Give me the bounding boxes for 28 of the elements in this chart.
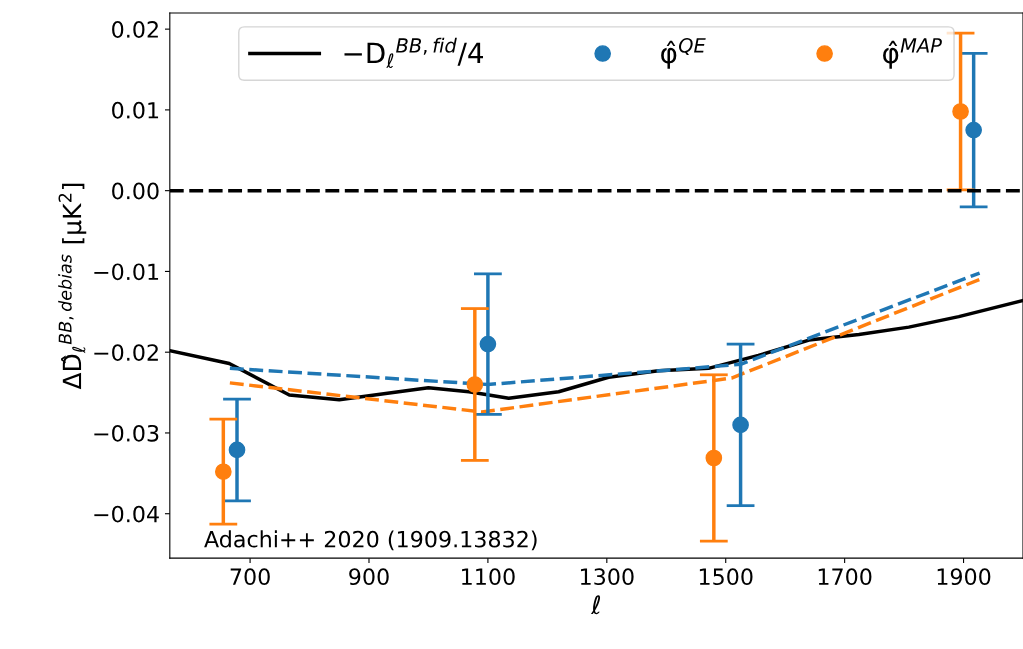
y-tick-label: 0.02 <box>112 21 158 38</box>
x-tick-label: 1500 <box>699 568 753 586</box>
annotation: Adachi++ 2020 (1909.13832) <box>204 530 537 551</box>
y-axis-title: ΔD̂$_{ℓ}$$^{BB,debias}$ [μK$^{2}$] <box>58 183 87 390</box>
point <box>466 376 484 393</box>
x-axis-title: ℓ <box>590 595 601 615</box>
legend-label: −D$_{ℓ}$$^{BB,fid}$/4 <box>344 37 484 68</box>
point <box>479 335 497 353</box>
y-tick-label: 0.00 <box>112 182 159 200</box>
x-tick-label: 1100 <box>462 568 515 586</box>
point <box>705 449 723 467</box>
y-tick-label: −0.01 <box>94 263 159 281</box>
y-tick-label: −0.02 <box>94 344 158 361</box>
x-tick-label: 1300 <box>580 568 634 586</box>
x-tick-label: 1700 <box>818 568 872 586</box>
x-tick-label: 1900 <box>937 568 991 586</box>
x-tick-label: 900 <box>349 568 389 586</box>
point <box>965 121 982 139</box>
legend-label: φ̂$^{MAP}$ <box>883 38 942 69</box>
point <box>228 441 246 459</box>
point <box>214 463 232 481</box>
y-tick-label: −0.04 <box>94 505 159 523</box>
y-tick-label: −0.03 <box>94 424 159 442</box>
legend-label: φ̂$^{QE}$ <box>661 37 706 69</box>
x-tick-label: 700 <box>230 568 270 586</box>
point <box>732 416 749 434</box>
y-tick-label: 0.01 <box>112 101 159 119</box>
point <box>952 103 969 120</box>
